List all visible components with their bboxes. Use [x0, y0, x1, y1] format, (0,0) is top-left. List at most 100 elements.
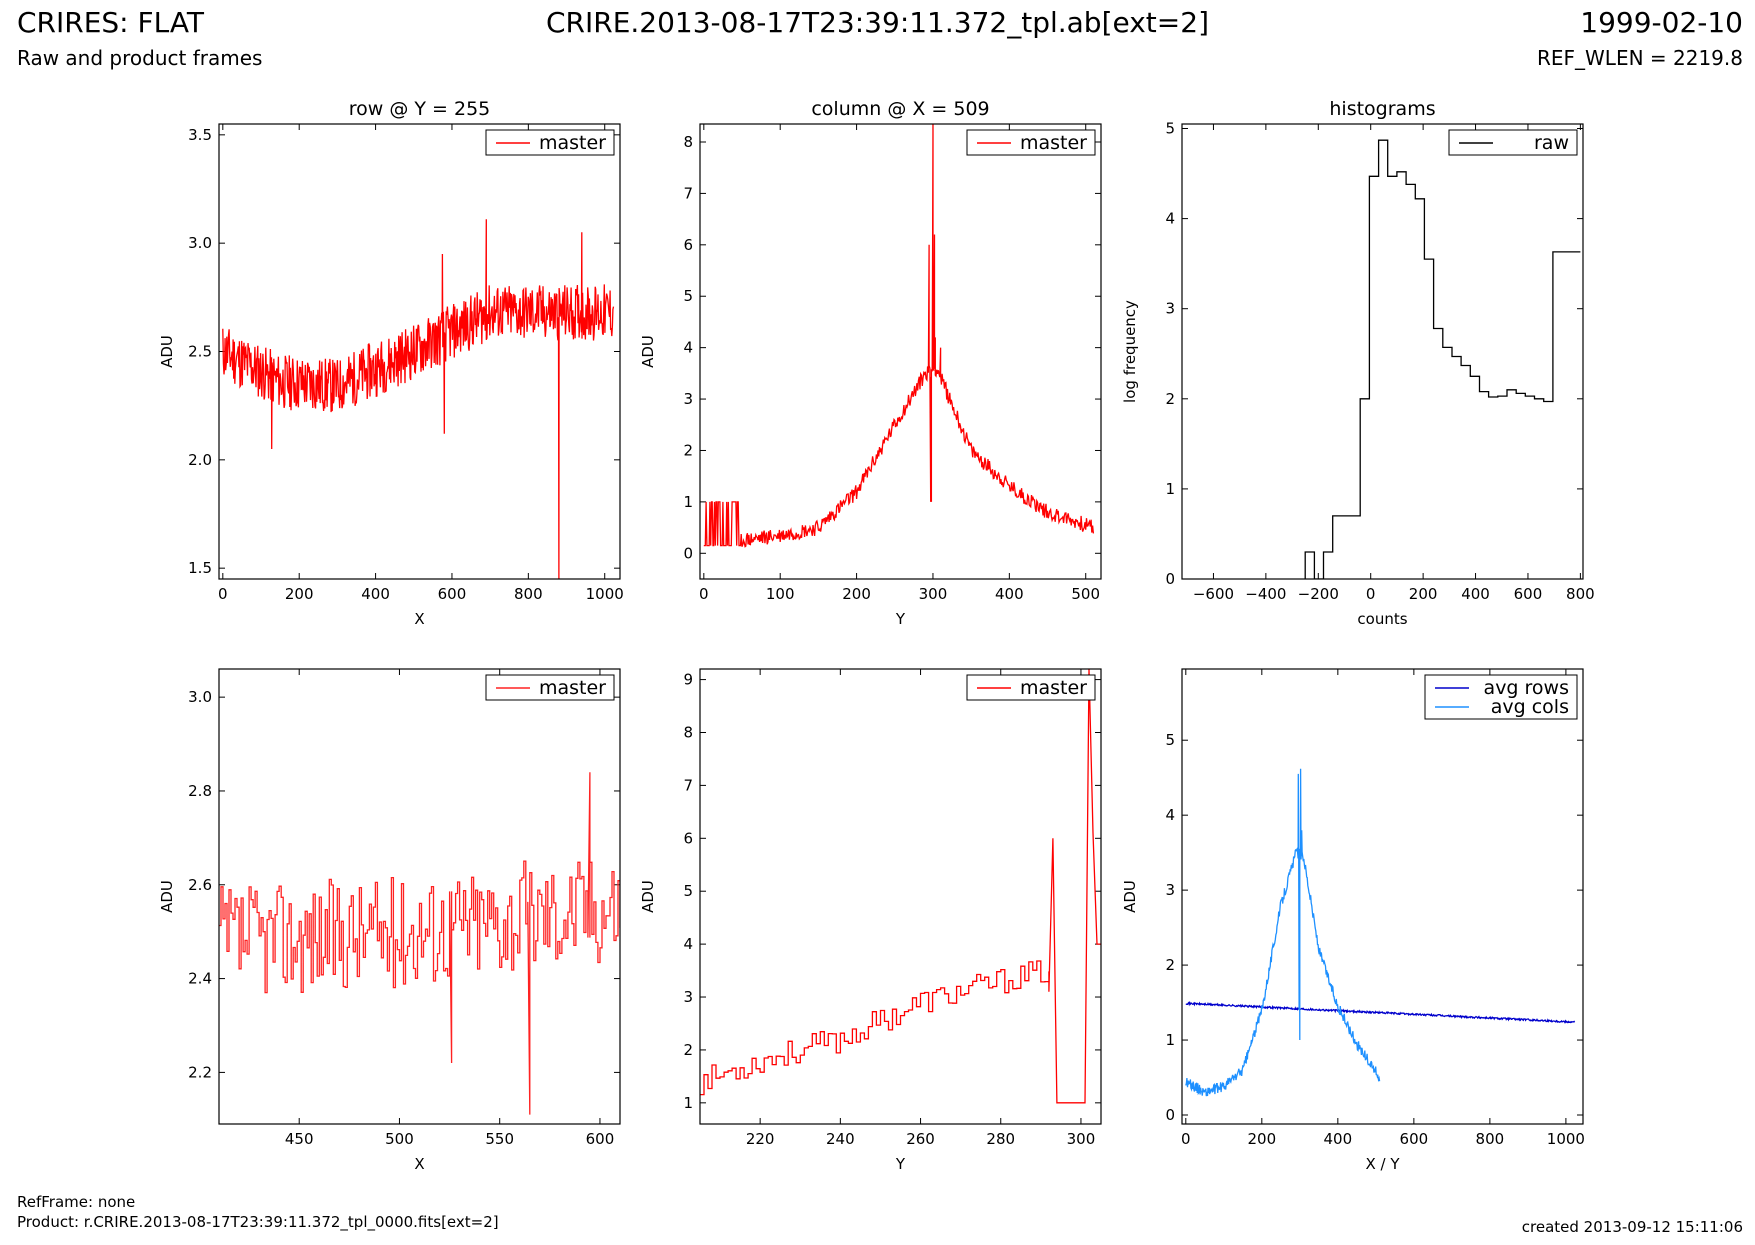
chart-title: column @ X = 509: [811, 98, 989, 120]
x-axis-label: X / Y: [1365, 1155, 1400, 1173]
y-tick-label: 2: [683, 1041, 693, 1059]
chart-panel-5: 220 240 260 280 300 1 2 3 4 5 6 7 8 9 Y ADU master: [639, 668, 1102, 1173]
legend: master: [485, 674, 615, 701]
y-tick-label: 4: [683, 339, 693, 357]
x-tick-label: 300: [919, 585, 948, 603]
y-tick-label: 4: [1165, 806, 1175, 824]
x-tick-label: 500: [1071, 585, 1100, 603]
created-timestamp: created 2013-09-12 15:11:06: [1521, 1218, 1743, 1236]
y-tick-label: 2.0: [188, 451, 212, 469]
x-tick-label: 0: [218, 585, 228, 603]
x-tick-label: 300: [1067, 1130, 1096, 1148]
x-axis-label: Y: [895, 1155, 906, 1173]
series-line-master: [219, 772, 620, 1115]
y-tick-label: 5: [683, 287, 693, 305]
x-tick-label: −400: [1245, 585, 1286, 603]
legend-label: master: [539, 677, 606, 699]
chart-panel-1: row @ Y = 255 0 200 400 600 800 1000 1.5 2.0 2.5 3…: [158, 98, 624, 628]
y-tick-label: 3: [683, 390, 693, 408]
x-tick-label: 500: [385, 1130, 414, 1148]
y-tick-label: 3: [1165, 881, 1175, 899]
plot-frame: [218, 668, 621, 1125]
y-tick-label: 5: [683, 882, 693, 900]
legend-label: master: [1020, 677, 1087, 699]
y-tick-label: 9: [683, 671, 693, 689]
y-tick-label: 7: [683, 776, 693, 794]
x-tick-label: 600: [438, 585, 467, 603]
y-tick-label: 2.5: [188, 343, 212, 361]
x-tick-label: 600: [1514, 585, 1543, 603]
y-axis-label: ADU: [158, 880, 176, 913]
x-tick-label: 1000: [586, 585, 624, 603]
y-tick-label: 1: [1165, 480, 1175, 498]
y-tick-label: 2.6: [188, 876, 212, 894]
y-tick-label: 5: [1165, 731, 1175, 749]
series-line-master: [700, 669, 1101, 1104]
y-tick-label: 3: [1165, 300, 1175, 318]
x-tick-label: 800: [1476, 1130, 1505, 1148]
x-axis-label: X: [414, 1155, 424, 1173]
y-tick-label: 6: [683, 236, 693, 254]
y-tick-label: 8: [683, 723, 693, 741]
x-tick-label: −600: [1193, 585, 1234, 603]
x-tick-label: 600: [1400, 1130, 1429, 1148]
x-tick-label: 400: [995, 585, 1024, 603]
y-tick-label: 5: [1165, 120, 1175, 138]
x-tick-label: 200: [1409, 585, 1438, 603]
y-tick-label: 3.0: [188, 234, 212, 252]
legend-label: raw: [1534, 132, 1569, 154]
x-tick-label: 200: [1247, 1130, 1276, 1148]
x-tick-label: 0: [699, 585, 709, 603]
plot-frame: [218, 123, 621, 580]
y-tick-label: 1.5: [188, 559, 212, 577]
y-axis-label: ADU: [639, 880, 657, 913]
chart-panel-6: 0 200 400 600 800 1000 0 1 2 3 4 5 X / Y ADU avg rowsa…: [1121, 668, 1585, 1173]
y-tick-label: 1: [683, 493, 693, 511]
legend-label: avg rows: [1484, 677, 1569, 699]
ref-frame-note: RefFrame: none: [17, 1193, 136, 1211]
series-line-avg-rows: [1185, 1000, 1576, 1024]
plot-frame: [1181, 668, 1584, 1125]
x-tick-label: 1000: [1547, 1130, 1585, 1148]
y-tick-label: 2.8: [188, 782, 212, 800]
chart-title: row @ Y = 255: [349, 98, 491, 120]
x-tick-label: 200: [285, 585, 314, 603]
y-tick-label: 0: [1165, 1106, 1175, 1124]
y-tick-label: 3.5: [188, 126, 212, 144]
y-tick-label: 2: [683, 441, 693, 459]
x-tick-label: 260: [906, 1130, 935, 1148]
series-line-avg-cols: [1185, 768, 1381, 1097]
legend: master: [966, 129, 1096, 156]
legend-label: avg cols: [1491, 696, 1569, 718]
x-tick-label: 600: [586, 1130, 615, 1148]
x-tick-label: 240: [826, 1130, 855, 1148]
x-tick-label: 550: [485, 1130, 514, 1148]
x-axis-label: counts: [1357, 610, 1407, 628]
x-tick-label: 400: [1324, 1130, 1353, 1148]
legend: master: [966, 674, 1096, 701]
x-axis-label: Y: [895, 610, 906, 628]
observation-date: 1999-02-10: [1580, 6, 1743, 39]
report-title: CRIRES: FLAT: [17, 6, 204, 39]
x-tick-label: 400: [1461, 585, 1490, 603]
y-tick-label: 4: [683, 935, 693, 953]
product-note: Product: r.CRIRE.2013-08-17T23:39:11.372…: [17, 1213, 499, 1231]
x-tick-label: 280: [986, 1130, 1015, 1148]
y-tick-label: 3: [683, 988, 693, 1006]
plot-frame: [699, 123, 1102, 580]
series-line-master: [222, 219, 615, 579]
ref-wavelength: REF_WLEN = 2219.8: [1536, 46, 1743, 70]
y-tick-label: 6: [683, 829, 693, 847]
legend: master: [485, 129, 615, 156]
y-tick-label: 0: [683, 544, 693, 562]
x-tick-label: 100: [766, 585, 795, 603]
chart-panel-4: 450 500 550 600 2.2 2.4 2.6 2.8 3.0 X ADU master: [158, 668, 621, 1173]
series-line-master: [703, 124, 1095, 548]
file-name: CRIRE.2013-08-17T23:39:11.372_tpl.ab[ext…: [545, 6, 1209, 39]
y-axis-label: ADU: [1121, 880, 1139, 913]
x-axis-label: X: [414, 610, 424, 628]
plot-frame: [699, 668, 1102, 1125]
y-tick-label: 3.0: [188, 688, 212, 706]
y-axis-label: ADU: [639, 335, 657, 368]
